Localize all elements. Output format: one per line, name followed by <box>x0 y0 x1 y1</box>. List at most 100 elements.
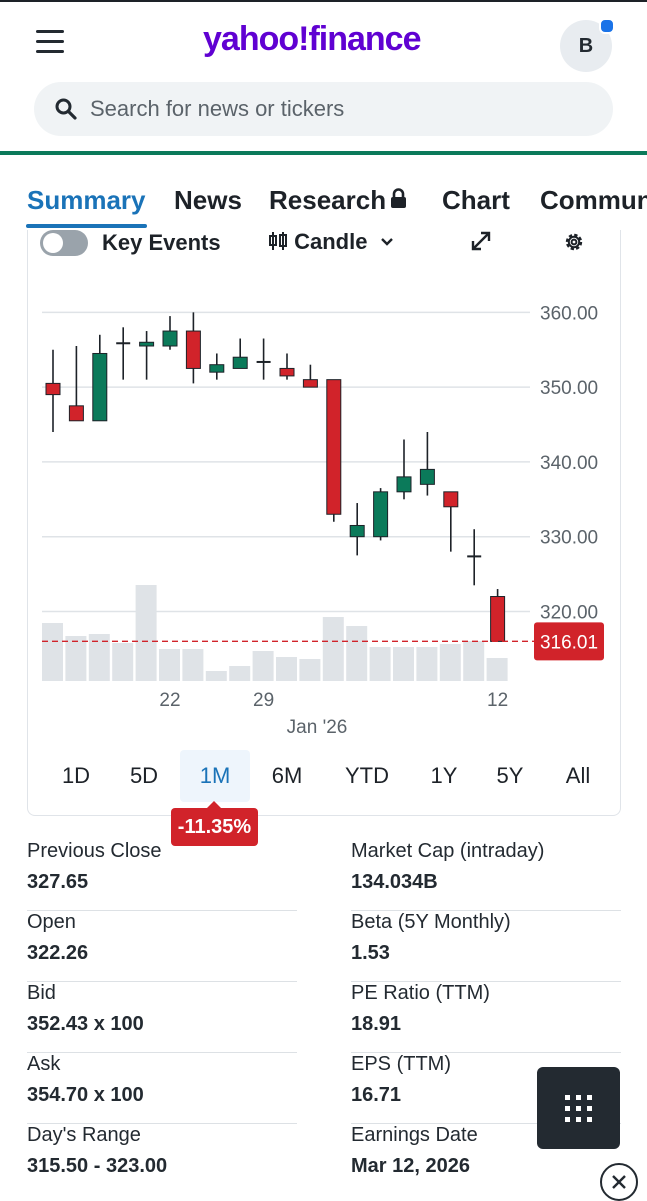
x-tick-label: 29 <box>253 690 274 711</box>
x-tick-label: 12 <box>487 690 508 711</box>
candle-body <box>443 491 459 508</box>
key-events-label: Key Events <box>102 230 221 255</box>
close-button[interactable] <box>600 1163 638 1201</box>
volume-bar <box>322 617 344 681</box>
price-chart[interactable]: 360.00 350.00 340.00 330.00 320.00 316.01 22 29… <box>0 260 647 750</box>
range-selector: 1D 5D 1M 6M YTD 1Y 5Y All <box>40 750 610 802</box>
x-tick-label: 22 <box>159 690 180 711</box>
stat-beta: Beta (5Y Monthly) 1.53 <box>351 911 621 982</box>
stat-value: 16.71 <box>351 1084 402 1106</box>
candle-body <box>326 379 342 515</box>
candle-body <box>139 341 155 347</box>
volume-bar <box>276 657 297 681</box>
stat-market-cap: Market Cap (intraday) 134.034B <box>351 840 621 911</box>
candle-body <box>419 468 435 485</box>
stat-value: 18.91 <box>351 1013 402 1035</box>
y-tick-label: 330.00 <box>540 528 598 549</box>
stat-eps: EPS (TTM) 16.71 <box>351 1053 621 1124</box>
grid-menu-button[interactable] <box>537 1067 620 1149</box>
stat-open: Open 322.26 <box>27 911 297 982</box>
stat-value: 134.034B <box>351 871 438 893</box>
volume-bar <box>486 658 508 681</box>
candle-body <box>92 352 108 422</box>
active-tab-indicator <box>26 224 147 228</box>
expand-icon[interactable] <box>470 230 492 252</box>
volume-bar <box>299 659 321 681</box>
last-price-tag <box>534 622 604 661</box>
volume-bar <box>229 666 251 681</box>
gear-icon[interactable] <box>562 230 586 254</box>
range-1d[interactable]: 1D <box>61 763 91 788</box>
range-6m[interactable]: 6M <box>271 763 303 788</box>
volume-bar <box>252 651 274 681</box>
candle-body <box>349 524 365 538</box>
volume-bar <box>463 641 485 681</box>
stat-value: 315.50 - 323.00 <box>27 1155 168 1177</box>
stat-bid: Bid 352.43 x 100 <box>27 982 297 1053</box>
stat-value: 322.26 <box>27 942 89 964</box>
top-edge-line <box>0 0 647 2</box>
range-1m[interactable]: 1M <box>180 750 250 802</box>
stat-label: Day's Range <box>27 1124 141 1146</box>
stat-days-range: Day's Range 315.50 - 323.00 <box>27 1124 297 1194</box>
app-header: yahoo!finance B <box>0 2 647 152</box>
y-tick-label: 360.00 <box>540 303 598 324</box>
key-events-toggle[interactable] <box>40 230 88 256</box>
tab-research[interactable]: Research <box>269 185 407 216</box>
chart-type-select[interactable]: Candle <box>268 229 394 255</box>
stat-value: 1.53 <box>351 942 390 964</box>
last-price-label: 316.01 <box>540 632 598 653</box>
candle-body <box>162 330 178 347</box>
candle-body <box>373 491 389 538</box>
quote-tabs: Summary News Research Chart Commun <box>0 185 647 230</box>
range-all[interactable]: All <box>565 763 591 788</box>
volume-bar <box>346 626 368 681</box>
yahoo-finance-logo[interactable]: yahoo!finance <box>203 20 421 58</box>
tab-summary[interactable]: Summary <box>27 185 146 215</box>
menu-button[interactable] <box>36 30 64 54</box>
chevron-down-icon <box>380 238 393 246</box>
y-tick-label: 350.00 <box>540 378 598 399</box>
lock-icon <box>391 188 407 208</box>
volume-bar <box>393 647 414 681</box>
volume-bar <box>42 623 63 681</box>
candlestick-icon <box>269 232 287 250</box>
stat-value: 354.70 x 100 <box>27 1084 144 1106</box>
volume-bar <box>416 647 438 681</box>
stat-label: Ask <box>27 1053 61 1075</box>
stat-previous-close: Previous Close 327.65 <box>27 840 297 911</box>
y-tick-label: 320.00 <box>540 602 598 623</box>
stat-value: 327.65 <box>27 871 89 893</box>
volume-bar <box>205 671 227 681</box>
grid-icon <box>565 1095 592 1122</box>
candle-body <box>256 360 271 363</box>
search-bar[interactable] <box>34 82 613 136</box>
volume-bar <box>88 634 110 681</box>
search-icon <box>55 98 77 120</box>
tab-chart[interactable]: Chart <box>442 185 510 215</box>
candle-body <box>68 405 84 422</box>
range-5y[interactable]: 5Y <box>496 763 524 788</box>
y-tick-label: 340.00 <box>540 453 598 474</box>
search-input[interactable] <box>90 82 590 136</box>
volume-bar <box>182 649 204 681</box>
tab-research-label: Research <box>269 185 387 215</box>
hamburger-menu-icon-bar <box>36 50 64 53</box>
stat-label: Beta (5Y Monthly) <box>351 911 511 933</box>
volume-bar <box>439 644 461 681</box>
tab-community[interactable]: Commun <box>540 185 647 215</box>
range-5d[interactable]: 5D <box>129 763 159 788</box>
stat-ask: Ask 354.70 x 100 <box>27 1053 297 1124</box>
stat-label: Earnings Date <box>351 1124 478 1146</box>
range-ytd[interactable]: YTD <box>345 763 389 788</box>
candle-body <box>467 555 482 558</box>
candle-body <box>302 379 318 388</box>
stat-earnings-date: Earnings Date Mar 12, 2026 <box>351 1124 621 1194</box>
volume-bar <box>65 636 87 681</box>
tab-news[interactable]: News <box>174 185 242 215</box>
stat-label: Previous Close <box>27 840 162 862</box>
stat-label: PE Ratio (TTM) <box>351 982 490 1004</box>
candle-body <box>185 330 201 369</box>
volume-bar <box>112 643 134 681</box>
range-1y[interactable]: 1Y <box>430 763 458 788</box>
